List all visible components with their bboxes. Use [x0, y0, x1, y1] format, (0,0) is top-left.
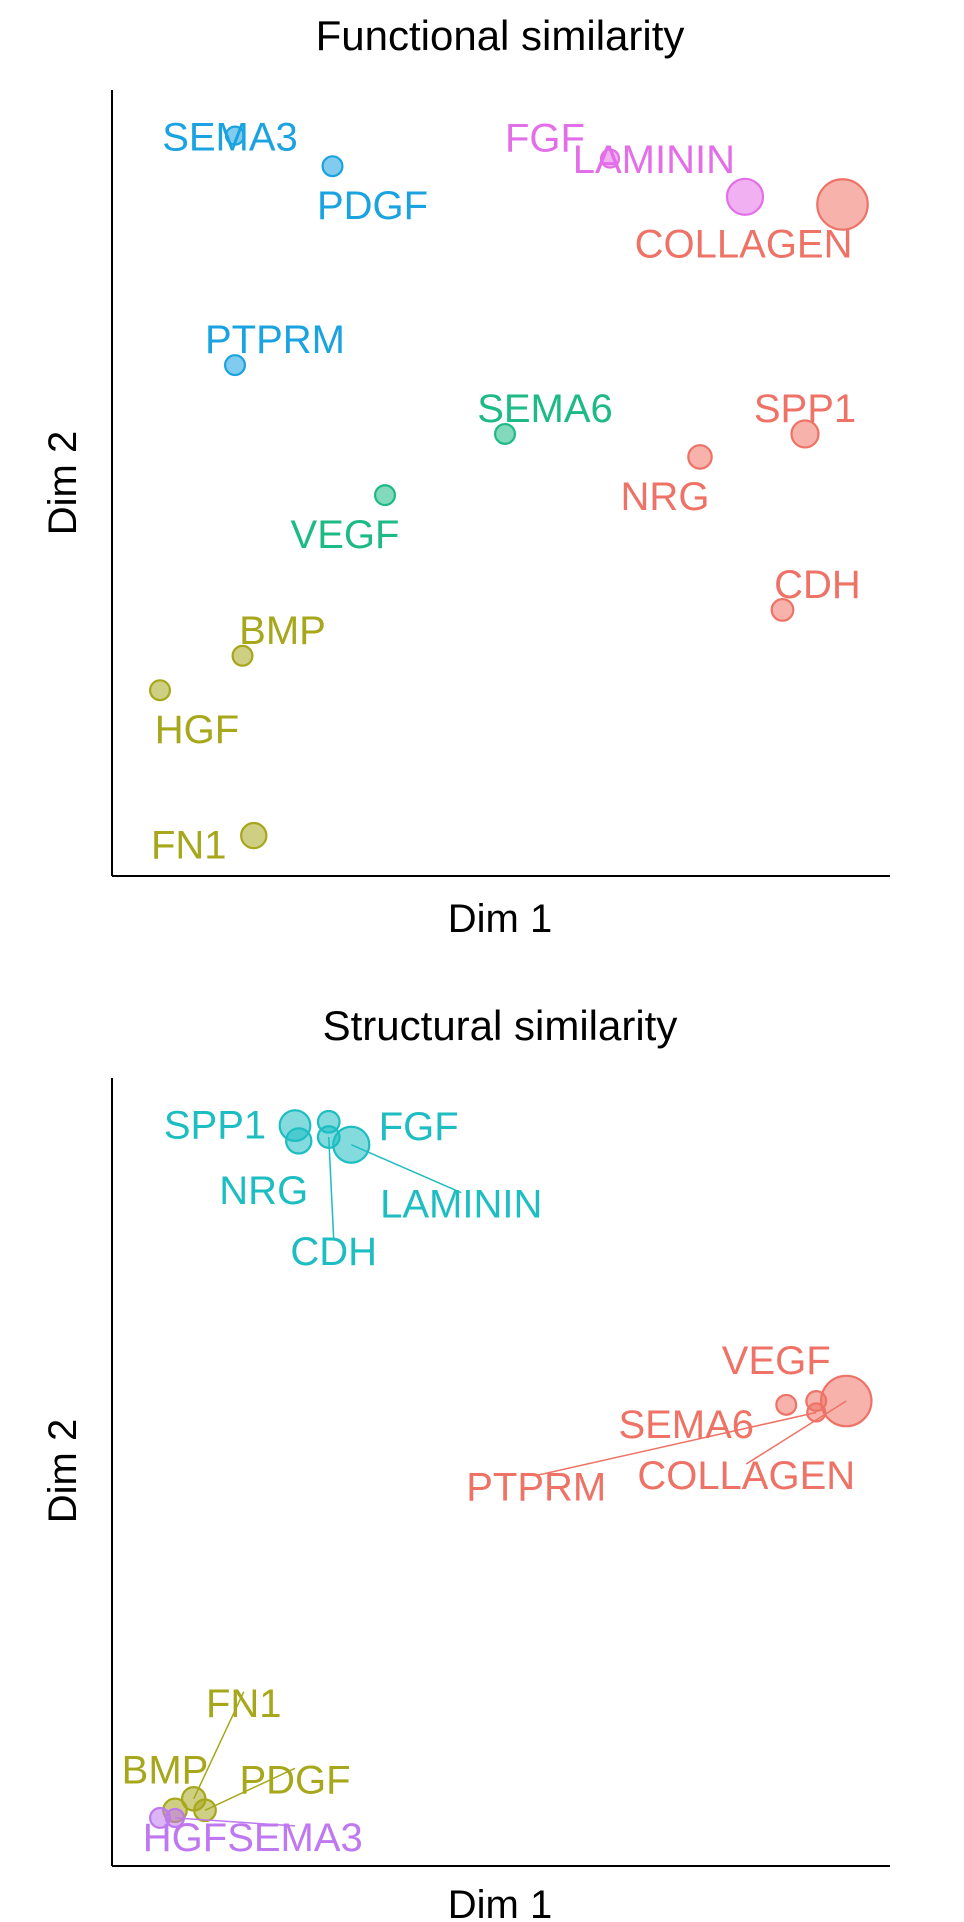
- point-nrg: [687, 444, 713, 470]
- connector-collagen: [745, 1400, 847, 1465]
- label-collagen: COLLAGEN: [635, 222, 853, 266]
- point-nrg: [285, 1127, 313, 1155]
- panel-structural-y-label: Dim 2: [41, 1419, 85, 1523]
- label-fgf: FGF: [505, 117, 585, 161]
- panel-functional-title: Functional similarity: [316, 12, 685, 59]
- label-fn1: FN1: [151, 824, 227, 868]
- label-vegf: VEGF: [722, 1339, 831, 1383]
- point-cdh: [770, 598, 795, 622]
- point-sema3: [224, 125, 246, 146]
- panel-structural-title: Structural similarity: [323, 1002, 678, 1049]
- point-fn1: [240, 821, 268, 850]
- point-vegf: [374, 484, 397, 507]
- label-fgf: FGF: [379, 1105, 459, 1149]
- point-collagen: [816, 178, 869, 231]
- point-ptprm: [224, 354, 247, 377]
- points-layer: [149, 125, 869, 850]
- label-pdgf: PDGF: [317, 184, 428, 228]
- connector-pdgf: [204, 1767, 296, 1811]
- points-layer: [149, 1109, 873, 1829]
- label-sema3: SEMA3: [162, 116, 298, 160]
- point-hgf: [149, 679, 172, 702]
- connector-cdh: [328, 1137, 335, 1241]
- connector-laminin: [350, 1144, 462, 1194]
- label-laminin: LAMININ: [573, 138, 735, 182]
- panel-structural-x-label: Dim 1: [448, 1883, 552, 1922]
- label-laminin: LAMININ: [380, 1183, 542, 1227]
- label-pdgf: PDGF: [239, 1758, 350, 1802]
- label-fn1: FN1: [206, 1682, 282, 1726]
- label-cdh: CDH: [774, 563, 861, 607]
- label-ptprm: PTPRM: [205, 318, 345, 362]
- point-pdgf: [321, 155, 344, 178]
- label-hgf: HGF: [155, 708, 239, 752]
- connector-fn1: [193, 1691, 245, 1800]
- point-laminin: [725, 177, 765, 216]
- point-sema6: [494, 422, 517, 445]
- label-sema6: SEMA6: [477, 387, 613, 431]
- panel-functional-y-label: Dim 2: [41, 431, 85, 535]
- label-hgf: HGF: [143, 1816, 227, 1860]
- point-bmp: [231, 644, 254, 667]
- label-bmp: BMP: [122, 1748, 209, 1792]
- point-spp1: [790, 419, 820, 449]
- label-spp1: SPP1: [164, 1104, 266, 1148]
- label-spp1: SPP1: [754, 387, 856, 431]
- point-fgf: [599, 148, 621, 169]
- label-ptprm: PTPRM: [466, 1465, 606, 1509]
- label-nrg: NRG: [621, 475, 710, 519]
- connector-ptprm: [536, 1411, 817, 1477]
- label-nrg: NRG: [219, 1169, 308, 1213]
- label-bmp: BMP: [239, 609, 326, 653]
- label-cdh: CDH: [290, 1230, 377, 1274]
- panel-functional-x-label: Dim 1: [448, 897, 552, 941]
- panel-structural: Structural similarity SPP1 FGF NRG CDHLAMIN…: [41, 1002, 890, 1922]
- label-vegf: VEGF: [291, 513, 400, 557]
- label-collagen: COLLAGEN: [637, 1454, 855, 1498]
- point-sema6: [775, 1393, 798, 1416]
- label-sema3: SEMA3: [227, 1816, 363, 1860]
- connector-sema3: [174, 1817, 296, 1827]
- panel-functional: Functional similarity SEMA3 PDGF PTPRM FGFL…: [41, 12, 890, 941]
- label-sema6: SEMA6: [618, 1403, 754, 1447]
